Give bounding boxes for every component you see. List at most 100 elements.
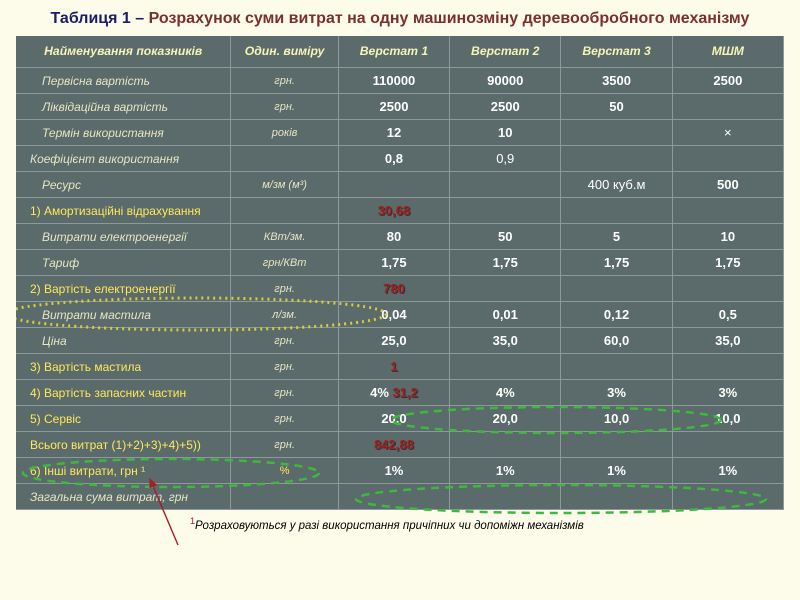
title-highlight: Розрахунок суми витрат на одну машинозмі… xyxy=(149,10,750,27)
row-unit xyxy=(231,198,338,224)
row-unit: КВт/зм. xyxy=(231,224,338,250)
cell xyxy=(672,276,783,302)
cell: 4% xyxy=(450,380,561,406)
cell: 25,0 xyxy=(338,328,449,354)
cell xyxy=(672,146,783,172)
cell: 1,75 xyxy=(450,250,561,276)
table-row: Ліквідаційна вартістьгрн.2500250050 xyxy=(16,94,784,120)
cell xyxy=(450,276,561,302)
cell: 5 xyxy=(561,224,672,250)
cell: 10 xyxy=(450,120,561,146)
footnote-text: Розраховуються у разі використання причі… xyxy=(195,520,584,532)
cell: 50 xyxy=(450,224,561,250)
col-header-0: Найменування показників xyxy=(16,36,231,68)
cell xyxy=(561,120,672,146)
cell xyxy=(561,146,672,172)
page-title: Таблиця 1 – Розрахунок суми витрат на од… xyxy=(0,0,800,36)
row-unit: грн. xyxy=(231,432,338,458)
row-unit: грн. xyxy=(231,276,338,302)
cell: 0,04 xyxy=(338,302,449,328)
cell xyxy=(561,484,672,510)
cell: 400 куб.м xyxy=(561,172,672,198)
cell xyxy=(338,484,449,510)
cell: 1,75 xyxy=(561,250,672,276)
row-unit: грн. xyxy=(231,380,338,406)
row-name: Витрати електроенергії xyxy=(16,224,231,250)
cell: 1,75 xyxy=(338,250,449,276)
cell: 780 xyxy=(338,276,449,302)
row-unit: % xyxy=(231,458,338,484)
col-header-1: Один. виміру xyxy=(231,36,338,68)
cell xyxy=(672,432,783,458)
table-row: 3) Вартість мастилагрн.1 xyxy=(16,354,784,380)
table-row: Первісна вартістьгрн.1100009000035002500 xyxy=(16,68,784,94)
row-name: 3) Вартість мастила xyxy=(16,354,231,380)
cell: 20,0 xyxy=(450,406,561,432)
cell: 1,75 xyxy=(672,250,783,276)
row-name: Витрати мастила xyxy=(16,302,231,328)
col-header-4: Верстат 3 xyxy=(561,36,672,68)
cell xyxy=(450,354,561,380)
row-name: 1) Амортизаційні відрахування xyxy=(16,198,231,224)
row-name: Термін використання xyxy=(16,120,231,146)
cell: 500 xyxy=(672,172,783,198)
cell xyxy=(672,484,783,510)
row-name: 2) Вартість електроенергії xyxy=(16,276,231,302)
cell xyxy=(672,94,783,120)
table-row: 5) Сервісгрн.20,020,010,010,0 xyxy=(16,406,784,432)
cell: 60,0 xyxy=(561,328,672,354)
cell xyxy=(450,198,561,224)
cell: 1 xyxy=(338,354,449,380)
cell: 1% xyxy=(450,458,561,484)
table-row: 1) Амортизаційні відрахування30,68 xyxy=(16,198,784,224)
cell: 12 xyxy=(338,120,449,146)
table-row: Загальна сума витрат, грн xyxy=(16,484,784,510)
row-unit: л/зм. xyxy=(231,302,338,328)
row-unit: грн. xyxy=(231,94,338,120)
row-name: 6) Інші витрати, грн ¹ xyxy=(16,458,231,484)
cell: 20,0 xyxy=(338,406,449,432)
cell: 0,5 xyxy=(672,302,783,328)
cell: 110000 xyxy=(338,68,449,94)
cell: 0,9 xyxy=(450,146,561,172)
row-name: Первісна вартість xyxy=(16,68,231,94)
row-name: Ресурс xyxy=(16,172,231,198)
cell: 3% xyxy=(672,380,783,406)
row-name: 4) Вартість запасних частин xyxy=(16,380,231,406)
row-name: 5) Сервіс xyxy=(16,406,231,432)
table-row: 2) Вартість електроенергіїгрн.780 xyxy=(16,276,784,302)
col-header-3: Верстат 2 xyxy=(450,36,561,68)
cell xyxy=(338,172,449,198)
table-body: Первісна вартістьгрн.1100009000035002500… xyxy=(16,68,784,510)
cell: 3% xyxy=(561,380,672,406)
cell: 90000 xyxy=(450,68,561,94)
cell: 50 xyxy=(561,94,672,120)
cell: × xyxy=(672,120,783,146)
table-row: Витрати мастилал/зм.0,040,010,120,5 xyxy=(16,302,784,328)
table-row: 4) Вартість запасних частингрн.4% 31,24%… xyxy=(16,380,784,406)
cell: 0,8 xyxy=(338,146,449,172)
cell xyxy=(561,276,672,302)
cell: 10,0 xyxy=(561,406,672,432)
table-row: Термін використанняроків1210× xyxy=(16,120,784,146)
cell: 2500 xyxy=(450,94,561,120)
cell xyxy=(561,354,672,380)
cell: 2500 xyxy=(338,94,449,120)
cell: 35,0 xyxy=(672,328,783,354)
row-name: Тариф xyxy=(16,250,231,276)
table-row: 6) Інші витрати, грн ¹%1%1%1%1% xyxy=(16,458,784,484)
cell: 0,01 xyxy=(450,302,561,328)
cell: 1% xyxy=(338,458,449,484)
row-unit: грн. xyxy=(231,406,338,432)
cell: 842,88 xyxy=(338,432,449,458)
cell: 2500 xyxy=(672,68,783,94)
row-name: Всього витрат (1)+2)+3)+4)+5)) xyxy=(16,432,231,458)
table-header-row: Найменування показниківОдин. виміру Верст… xyxy=(16,36,784,68)
cell: 3500 xyxy=(561,68,672,94)
row-unit xyxy=(231,484,338,510)
row-unit: грн/КВт xyxy=(231,250,338,276)
row-unit xyxy=(231,146,338,172)
cell: 10,0 xyxy=(672,406,783,432)
col-header-5: МШМ xyxy=(672,36,783,68)
cell xyxy=(672,198,783,224)
